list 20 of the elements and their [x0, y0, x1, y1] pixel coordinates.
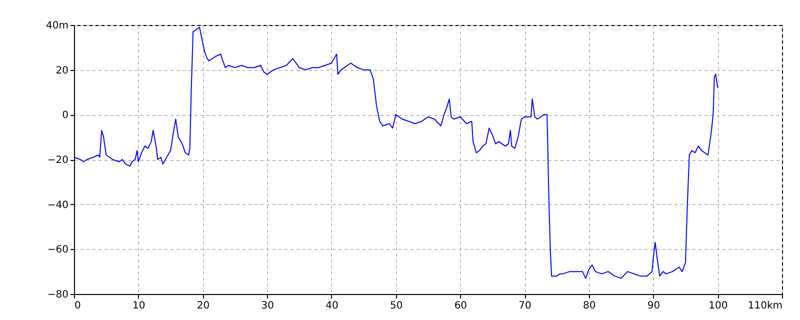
y-tick-label: −40	[47, 200, 68, 211]
y-tick-label: −80	[47, 290, 68, 300]
y-tick-label: 0	[62, 110, 68, 122]
y-tick-label: −20	[47, 155, 68, 166]
x-tick-label: 10	[132, 300, 146, 312]
x-tick-label: 20	[196, 300, 210, 312]
x-tick-label: 0	[74, 300, 81, 312]
y-tick-label: 20	[56, 65, 68, 76]
y-tick-label: 40m	[46, 20, 68, 32]
x-tick-label: 50	[390, 300, 403, 312]
x-tick-label: 70	[518, 300, 532, 312]
x-tick-label: 60	[454, 300, 468, 312]
x-tick-label: 90	[647, 300, 660, 312]
x-tick-label: 80	[583, 300, 596, 312]
line-series	[74, 26, 718, 279]
x-tick-label: 100	[708, 300, 728, 312]
x-tick-label: 110km	[748, 300, 782, 312]
x-tick-label: 30	[261, 300, 274, 312]
x-tick-label: 40	[326, 300, 338, 312]
y-tick-label: −60	[47, 244, 68, 256]
